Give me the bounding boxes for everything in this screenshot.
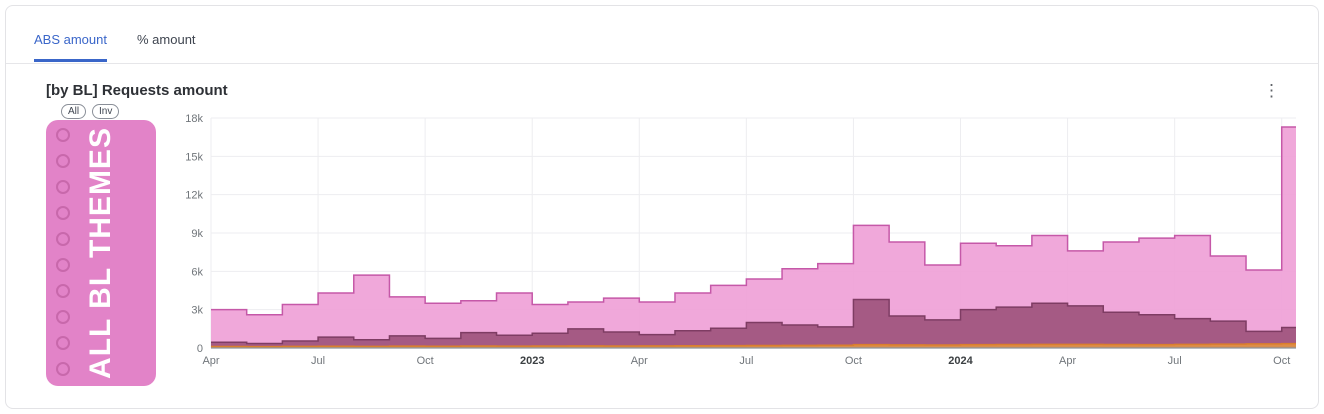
svg-text:9k: 9k [191, 228, 203, 240]
svg-text:Oct: Oct [417, 355, 434, 367]
chart-title: [by BL] Requests amount [46, 82, 228, 99]
svg-text:3k: 3k [191, 305, 203, 317]
svg-text:12k: 12k [185, 190, 203, 202]
kebab-menu-icon[interactable]: ⋮ [1263, 81, 1280, 100]
tab-abs-amount[interactable]: ABS amount [34, 32, 107, 62]
svg-text:Apr: Apr [202, 355, 219, 367]
tab-divider [6, 63, 1318, 64]
svg-text:2023: 2023 [520, 355, 544, 367]
svg-text:18k: 18k [185, 113, 203, 125]
tab-percent-amount[interactable]: % amount [137, 32, 196, 47]
svg-text:15k: 15k [185, 151, 203, 163]
svg-text:Oct: Oct [1273, 355, 1290, 367]
toggle-all-button[interactable]: All [61, 104, 87, 119]
svg-text:Apr: Apr [1059, 355, 1076, 367]
svg-text:Jul: Jul [1168, 355, 1182, 367]
svg-text:2024: 2024 [948, 355, 973, 367]
svg-text:6k: 6k [191, 266, 203, 278]
legend-overlay-label: ALL BL THEMES [84, 127, 117, 379]
toggle-inv-button[interactable]: Inv [92, 104, 120, 119]
svg-text:Apr: Apr [631, 355, 648, 367]
tab-bar: ABS amount % amount [34, 32, 196, 62]
svg-text:Jul: Jul [739, 355, 753, 367]
legend-radio-dots [56, 128, 70, 378]
dashboard-panel: ABS amount % amount [by BL] Requests amo… [5, 5, 1319, 409]
svg-text:0: 0 [197, 343, 203, 355]
svg-text:Jul: Jul [311, 355, 325, 367]
legend-overlay-panel[interactable]: ALL BL THEMES [46, 120, 156, 386]
requests-amount-chart[interactable]: 0 3k 6k 9k 12k 15k 18k Apr Jul Oct 2023 Apr Jul Oct 20… [156, 110, 1316, 392]
svg-text:Oct: Oct [845, 355, 862, 367]
